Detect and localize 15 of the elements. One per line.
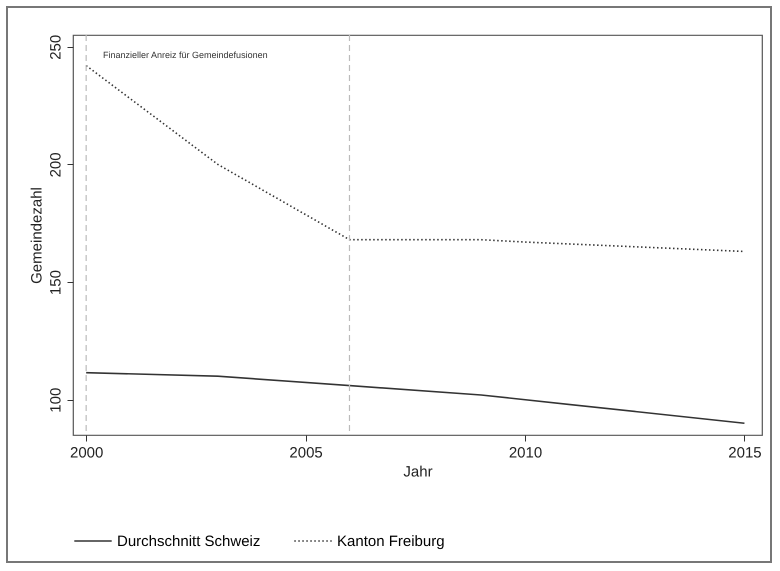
y-axis-title: Gemeindezahl [28,187,46,284]
y-tick-label: 200 [48,152,64,178]
x-tick-label: 2005 [289,444,323,462]
line-series [85,64,746,252]
x-tick-label: 2015 [728,444,762,462]
x-tick-label: 2010 [508,444,542,462]
annotation: Finanzieller Anreiz für Gemeindefusionen [103,50,268,60]
legend-label: Durchschnitt Schweiz [117,533,260,550]
y-tick-label: 150 [48,270,64,296]
line-series [85,372,746,424]
y-tick-label: 100 [48,388,64,413]
y-tick-label: 250 [48,34,64,60]
legend-label: Kanton Freiburg [337,533,445,550]
x-axis-title: Jahr [403,464,433,480]
x-tick-label: 2000 [70,444,104,462]
